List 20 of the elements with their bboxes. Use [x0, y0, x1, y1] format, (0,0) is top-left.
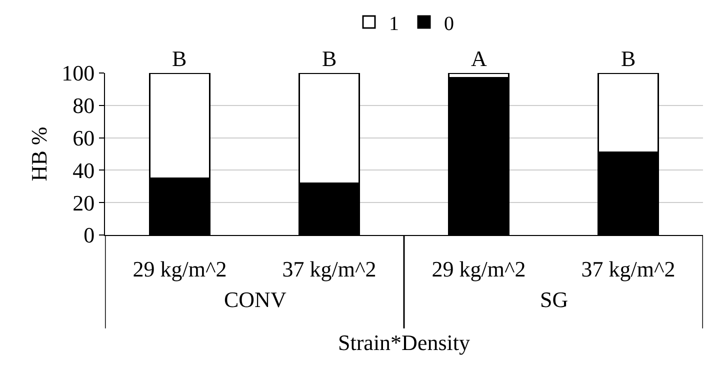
text: B — [621, 46, 636, 71]
y-tick-label: 0 — [84, 222, 95, 248]
y-tick-label: 80 — [72, 93, 95, 118]
x-tick-label: 29 kg/m^2 — [132, 256, 227, 282]
legend-label: 0 — [444, 12, 454, 35]
y-tick-label: 20 — [72, 190, 95, 216]
text: A — [471, 46, 487, 71]
legend-label: 1 — [389, 12, 399, 35]
y-tick-label: 100 — [62, 60, 95, 86]
text: SG — [540, 287, 568, 312]
text: B — [172, 46, 187, 71]
x-tick-label: 37 kg/m^2 — [282, 256, 376, 282]
y-tick-label: 60 — [72, 126, 95, 150]
y-axis-title: HB % — [26, 126, 52, 182]
x-tick-label: 37 kg/m^2 — [581, 256, 676, 282]
x-axis-title: Strain*Density — [338, 330, 470, 355]
x-tick-label: 29 kg/m^2 — [432, 256, 526, 282]
text: B — [322, 46, 337, 71]
y-tick-label: 40 — [72, 158, 95, 183]
text: CONV — [224, 287, 286, 312]
